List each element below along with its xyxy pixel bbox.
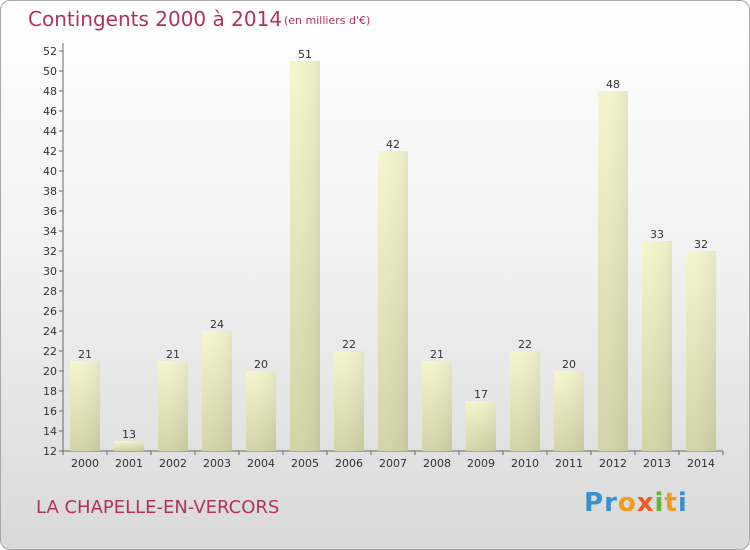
x-tick-label: 2009 [467, 457, 495, 470]
x-tick-label: 2002 [159, 457, 187, 470]
bar-shade-2001 [114, 441, 144, 451]
x-tick-label: 2007 [379, 457, 407, 470]
x-tick-label: 2011 [555, 457, 583, 470]
y-tick-label: 30 [43, 265, 57, 278]
x-tick-label: 2004 [247, 457, 275, 470]
x-tick-label: 2013 [643, 457, 671, 470]
value-label-2002: 21 [166, 348, 180, 361]
logo-letter: t [664, 488, 678, 518]
bar-shade-2008 [422, 361, 452, 451]
y-tick-label: 12 [43, 445, 57, 458]
y-tick-label: 20 [43, 365, 57, 378]
value-label-2005: 51 [298, 48, 312, 61]
bar-shade-2004 [246, 371, 276, 451]
y-tick-label: 44 [43, 125, 57, 138]
y-tick-label: 22 [43, 345, 57, 358]
y-tick-label: 14 [43, 425, 57, 438]
bar-shade-2000 [70, 361, 100, 451]
bar-shade-2010 [510, 351, 540, 451]
x-tick-label: 2001 [115, 457, 143, 470]
x-tick-label: 2005 [291, 457, 319, 470]
x-tick-label: 2008 [423, 457, 451, 470]
value-label-2007: 42 [386, 138, 400, 151]
chart-title: Contingents 2000 à 2014 [28, 7, 283, 31]
y-tick-label: 36 [43, 205, 57, 218]
bar-shade-2011 [554, 371, 584, 451]
y-tick-label: 34 [43, 225, 57, 238]
bar-shade-2007 [378, 151, 408, 451]
y-tick-label: 50 [43, 65, 57, 78]
bar-shade-2012 [598, 91, 628, 451]
y-tick-label: 40 [43, 165, 57, 178]
y-tick-label: 46 [43, 105, 57, 118]
bar-shade-2009 [466, 401, 496, 451]
value-labels: 21 13 21 24 20 51 22 42 21 17 22 20 48 33 32 [78, 48, 708, 441]
y-tick-label: 18 [43, 385, 57, 398]
bar-shade-2013 [642, 241, 672, 451]
logo-letter: i [677, 488, 688, 518]
y-tick-label: 26 [43, 305, 57, 318]
axes: 12 14 16 18 20 22 24 26 28 30 32 34 36 38 40 42 44 46 48 50… [43, 43, 724, 470]
value-label-2000: 21 [78, 348, 92, 361]
value-label-2009: 17 [474, 388, 488, 401]
y-tick-label: 52 [43, 45, 57, 58]
bar-shade-2003 [202, 331, 232, 451]
y-tick-label: 42 [43, 145, 57, 158]
logo-letter: r [604, 488, 618, 518]
value-label-2013: 33 [650, 228, 664, 241]
x-tick-label: 2014 [687, 457, 715, 470]
value-label-2008: 21 [430, 348, 444, 361]
logo-letter: x [636, 488, 655, 518]
value-label-2004: 20 [254, 358, 268, 371]
value-label-2014: 32 [694, 238, 708, 251]
chart-subtitle: (en milliers d'€) [284, 14, 371, 27]
proxiti-logo[interactable]: Proxiti [584, 488, 688, 518]
y-tick-label: 48 [43, 85, 57, 98]
logo-letter: o [617, 488, 637, 518]
logo-letter: i [654, 488, 665, 518]
value-label-2011: 20 [562, 358, 576, 371]
x-tick-label: 2003 [203, 457, 231, 470]
bars [70, 61, 716, 451]
value-label-2003: 24 [210, 318, 224, 331]
x-tick-label: 2006 [335, 457, 363, 470]
y-tick-label: 24 [43, 325, 57, 338]
y-tick-label: 28 [43, 285, 57, 298]
bar-shade-2006 [334, 351, 364, 451]
value-label-2006: 22 [342, 338, 356, 351]
value-label-2001: 13 [122, 428, 136, 441]
y-tick-label: 38 [43, 185, 57, 198]
value-label-2012: 48 [606, 78, 620, 91]
y-tick-label: 16 [43, 405, 57, 418]
location-label: LA CHAPELLE-EN-VERCORS [36, 497, 280, 518]
x-tick-label: 2012 [599, 457, 627, 470]
x-tick-label: 2000 [71, 457, 99, 470]
logo-letter: P [584, 488, 605, 518]
x-tick-label: 2010 [511, 457, 539, 470]
bar-shade-2005 [290, 61, 320, 451]
bar-shade-2014 [686, 251, 716, 451]
value-label-2010: 22 [518, 338, 532, 351]
bar-shade-2002 [158, 361, 188, 451]
y-tick-label: 32 [43, 245, 57, 258]
